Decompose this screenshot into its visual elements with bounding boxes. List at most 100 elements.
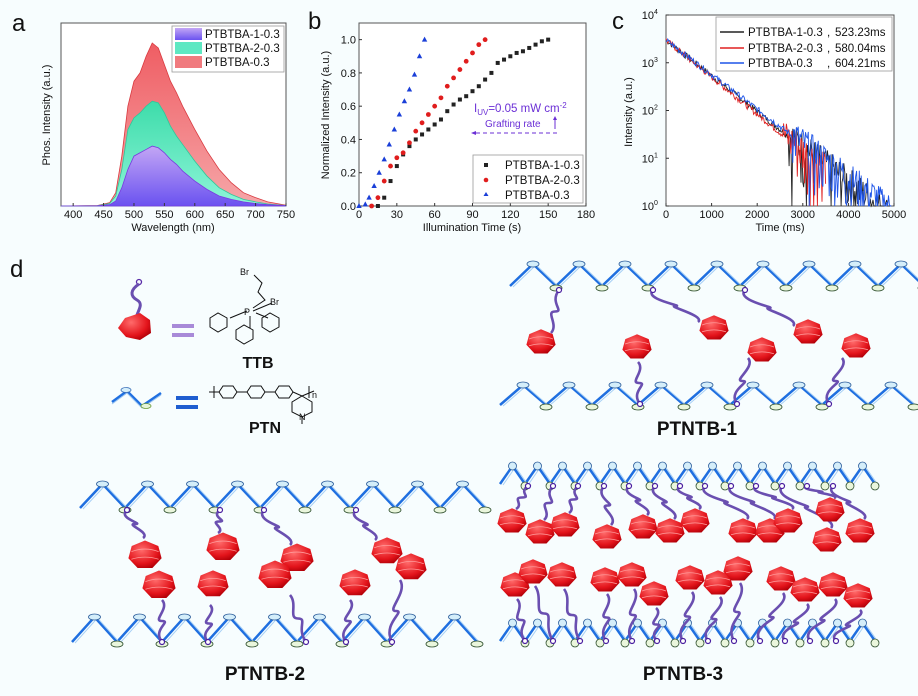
graft-point	[727, 482, 735, 490]
ttb-tether	[352, 509, 378, 542]
bead-highlight	[200, 585, 226, 589]
point-PTBTBA-1-0.3	[514, 50, 519, 55]
point-PTBTBA-2-0.3	[457, 67, 463, 72]
bead-highlight	[619, 576, 645, 580]
backbone-node-top	[448, 613, 461, 621]
graft-point	[549, 637, 557, 645]
ylabel-a: Phos. Intensity (a.u.)	[41, 65, 53, 166]
ttb-bead	[518, 559, 548, 584]
point-PTBTBA-1-0.3	[520, 49, 525, 54]
graft-point	[752, 482, 760, 490]
x-tick-label: 5000	[882, 209, 906, 221]
bead-highlight	[682, 515, 708, 519]
backbone-node-top	[848, 260, 862, 268]
bead-highlight	[261, 568, 289, 572]
ttb-tether	[601, 593, 611, 642]
y-tick-label: 10	[642, 201, 654, 213]
ttb-bead	[547, 562, 577, 587]
graft-point	[204, 638, 212, 646]
graft-point	[741, 286, 749, 294]
bead-highlight	[757, 532, 783, 536]
backbone-node-top	[526, 260, 540, 268]
bead-highlight	[843, 347, 869, 351]
backbone-node-bottom	[795, 481, 805, 491]
x-tick-label: 750	[277, 209, 295, 221]
bead-highlight	[705, 577, 731, 581]
ttb-bead	[395, 553, 427, 580]
annotation-grafting: IUV=0.05 mW cm-2 Grafting rate	[471, 101, 567, 135]
point-PTBTBA-1-0.3	[420, 132, 425, 137]
ttb-bead	[628, 514, 658, 539]
bead-highlight	[814, 534, 840, 538]
ttb-bead	[818, 572, 848, 597]
bead-highlight	[145, 586, 173, 590]
ttb-bead	[339, 569, 371, 596]
graft-point	[158, 638, 166, 646]
bead-highlight	[594, 538, 620, 542]
legend-lifetime: 604.21ms	[835, 58, 886, 70]
bead-highlight	[749, 351, 775, 355]
point-PTBTBA-1-0.3	[527, 45, 532, 50]
backbone-node-bottom	[620, 638, 630, 648]
ptntb2-label: PTNTB-2	[225, 664, 305, 685]
backbone-node-bottom	[745, 638, 755, 648]
bead-highlight	[527, 526, 553, 530]
chem-n-sub: n	[312, 390, 317, 400]
point-PTBTBA-0.3	[386, 141, 392, 147]
bead-highlight	[209, 540, 237, 544]
y-tick-label: 0.6	[341, 101, 356, 113]
graft-point	[704, 637, 712, 645]
point-PTBTBA-1-0.3	[483, 77, 488, 82]
bead-highlight	[374, 545, 400, 549]
backbone-node-top	[658, 461, 667, 471]
point-PTBTBA-0.3	[396, 111, 403, 117]
bead-highlight	[630, 528, 656, 532]
ylabel-b: Normalized Intensity (a.u.)	[320, 51, 332, 179]
backbone-node-bottom	[298, 506, 312, 514]
backbone-node-bottom	[845, 481, 855, 491]
ttb-bead	[812, 527, 842, 552]
backbone-node-top	[186, 480, 199, 488]
backbone-node-bottom	[907, 403, 918, 411]
legend-label: PTBTBA-2-0.3	[748, 43, 823, 55]
backbone-node-bottom	[478, 506, 492, 514]
x-tick-label: 180	[577, 209, 595, 221]
ttb-bead	[773, 508, 803, 533]
legend-marker-circle	[483, 177, 489, 183]
backbone-node-bottom	[470, 640, 484, 648]
ttb-bead	[128, 540, 162, 568]
graft-point	[832, 637, 840, 645]
bead-highlight	[814, 541, 840, 545]
chart-a: 400 450 500 550 600 650 700 750 Wavelength (nm)…	[41, 22, 295, 234]
ttb-tether	[651, 485, 677, 521]
backbone-node-top	[508, 618, 517, 628]
y-tick-label: 10	[642, 106, 654, 118]
point-PTBTBA-2-0.3	[438, 95, 444, 101]
x-tick-label: 4000	[836, 209, 860, 221]
backbone-node-bottom	[770, 481, 780, 491]
bead-highlight	[845, 590, 871, 594]
bead-highlight	[552, 526, 578, 530]
ttb-bead	[747, 337, 777, 362]
bead-highlight	[630, 521, 656, 525]
bead-highlight	[527, 533, 553, 537]
backbone-node-top	[321, 480, 334, 488]
bead-highlight	[677, 572, 703, 576]
bead-highlight	[520, 573, 546, 577]
point-PTBTBA-1-0.3	[476, 84, 481, 89]
bead-highlight	[730, 532, 756, 536]
backbone-node-bottom	[769, 403, 783, 411]
ttb-tether	[515, 598, 527, 642]
backbone-node-bottom	[677, 403, 691, 411]
ttb-tether	[676, 484, 702, 511]
ttb-tether	[562, 588, 582, 642]
graft-point	[574, 482, 582, 490]
backbone-node-top	[758, 461, 767, 471]
xlabel-a: Wavelength (nm)	[131, 222, 214, 234]
point-PTBTBA-0.3	[421, 36, 428, 42]
ttb-tether	[825, 357, 845, 405]
ttb-bead	[699, 315, 729, 340]
bead-highlight	[843, 340, 869, 344]
ttb-bead	[497, 508, 527, 533]
backbone-node-top	[366, 480, 379, 488]
